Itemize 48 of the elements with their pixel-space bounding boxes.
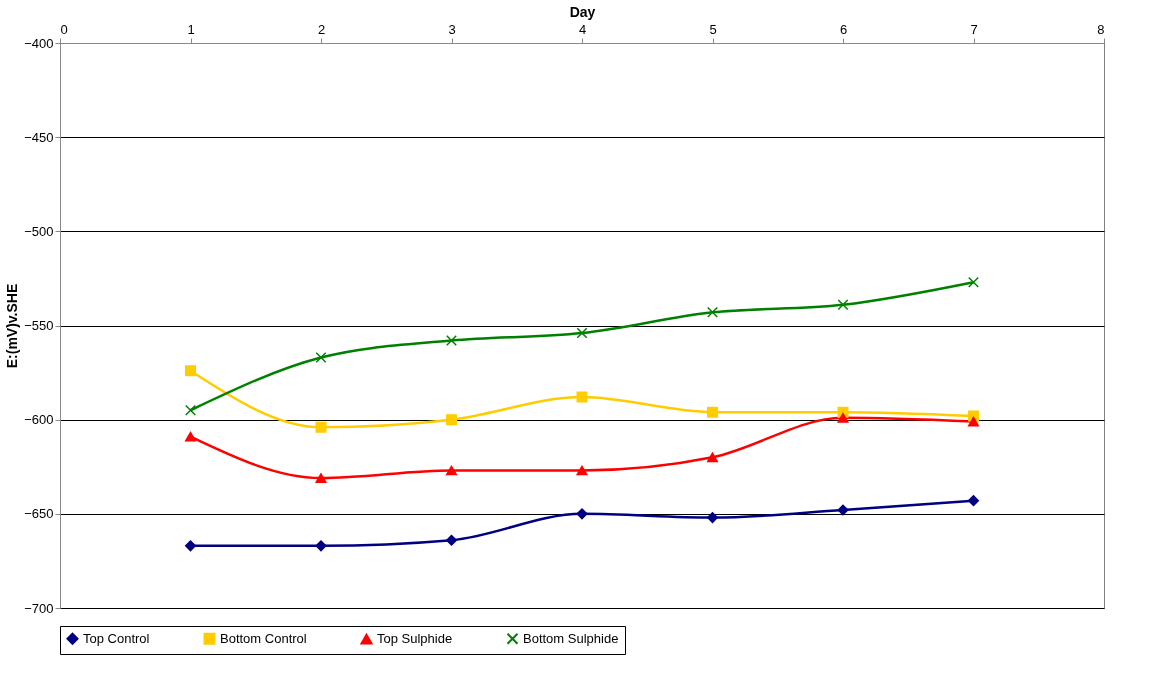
point (707, 406, 718, 418)
point (446, 414, 457, 426)
legend-label: Bottom Sulphide (523, 630, 619, 646)
x-tick-label: 3 (448, 21, 456, 37)
point (707, 452, 718, 463)
y-tick-label: −550 (24, 318, 54, 333)
point (185, 404, 196, 416)
point (576, 327, 588, 339)
point (968, 495, 979, 507)
y-tick-label: −400 (24, 35, 54, 51)
legend-label: Top Sulphide (377, 631, 453, 647)
y-tick-label: −700 (24, 600, 54, 616)
point (185, 540, 196, 552)
point (837, 504, 849, 516)
point (185, 431, 196, 442)
x-tick-label: 0 (60, 21, 68, 37)
x-tick-label: 5 (709, 21, 717, 37)
point (576, 465, 588, 476)
point (446, 335, 457, 347)
point (837, 299, 849, 311)
legend-label: Bottom Control (220, 630, 307, 646)
point (315, 473, 327, 483)
legend-label: Top Control (83, 630, 150, 646)
point (576, 391, 588, 403)
y-tick-label: −450 (24, 129, 54, 145)
point (446, 465, 457, 476)
point (576, 508, 588, 520)
x-axis-title: Day (569, 3, 596, 20)
point (315, 540, 327, 552)
x-tick-label: 2 (317, 21, 326, 37)
x-tick-label: 7 (970, 21, 978, 37)
y-tick-label: −600 (24, 412, 54, 428)
y-tick-label: −650 (24, 506, 54, 522)
point (185, 365, 196, 377)
point (837, 412, 849, 423)
point (707, 306, 718, 318)
point (968, 416, 979, 427)
x-tick-label: 1 (187, 21, 195, 37)
y-tick-label: −500 (24, 223, 54, 239)
point (446, 534, 457, 546)
x-tick-label: 6 (839, 21, 848, 37)
point (707, 512, 718, 524)
point (968, 276, 979, 288)
y-axis-title: E:(mV)v.SHE (4, 283, 21, 369)
point (315, 421, 327, 433)
x-tick-label: 8 (1097, 21, 1105, 37)
x-tick-label: 4 (578, 21, 587, 37)
point (315, 352, 327, 364)
